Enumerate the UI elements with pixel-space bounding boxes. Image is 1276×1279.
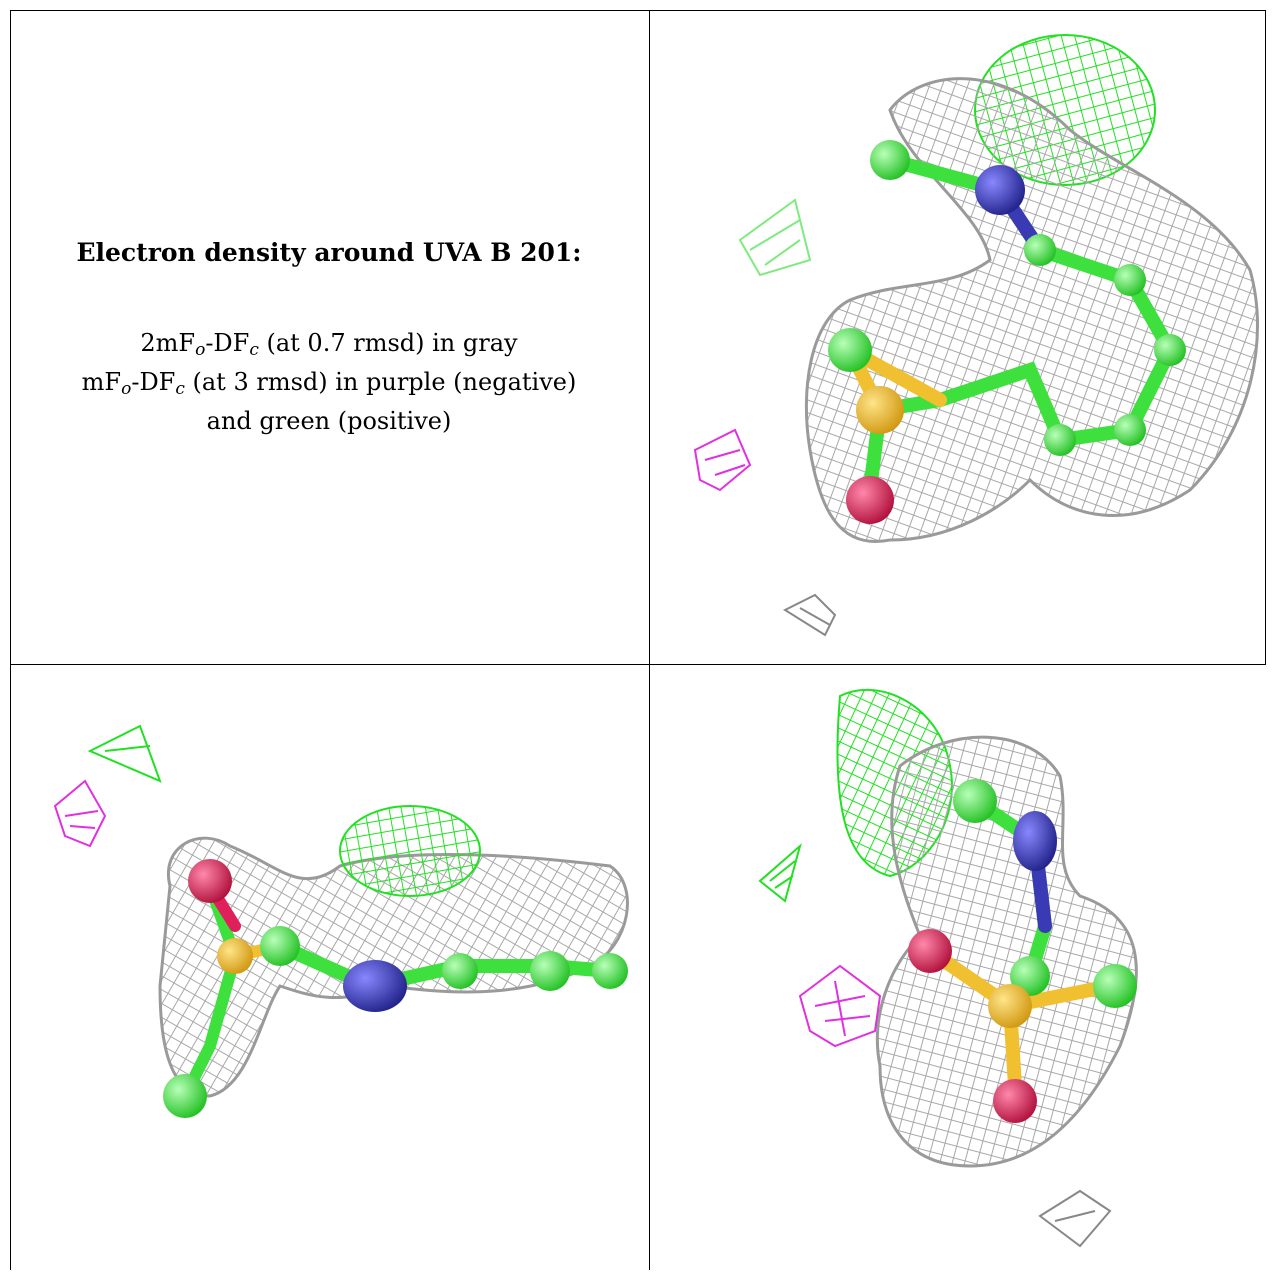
caption-line-1: 2mFo-DFc (at 0.7 rmsd) in gray [140, 328, 518, 360]
small-positive-mesh [87, 724, 162, 783]
density-view-1-canvas [693, 34, 1259, 637]
caption-title: Electron density around UVA B 201: [76, 237, 582, 267]
ligand-sticks [828, 140, 1186, 524]
figure-table: Electron density around UVA B 201: 2mFo-… [10, 10, 1266, 1270]
small-negative-mesh [798, 964, 882, 1048]
small-gray-mesh [782, 593, 837, 637]
density-view-3 [650, 666, 1266, 1270]
caption-cell: Electron density around UVA B 201: 2mFo-… [10, 10, 648, 664]
small-positive-mesh [758, 843, 802, 903]
table-border-top [10, 10, 1266, 11]
table-border-left [10, 10, 11, 1270]
ligand-sticks [908, 779, 1137, 1123]
caption-line-2: mFo-DFc (at 3 rmsd) in purple (negative) [81, 367, 577, 399]
density-view-1 [650, 10, 1266, 664]
density-view-3-canvas [758, 688, 1138, 1248]
ligand-sticks [163, 859, 628, 1118]
small-negative-mesh [693, 428, 752, 492]
positive-density-blob [339, 805, 481, 897]
table-border-right [1265, 10, 1266, 664]
density-view-2-canvas [53, 724, 629, 1118]
table-divider-center [649, 10, 650, 1270]
small-positive-mesh [738, 198, 812, 277]
caption-line-3: and green (positive) [206, 406, 452, 435]
density-view-2 [10, 666, 648, 1270]
small-negative-mesh [53, 779, 107, 848]
table-divider-middle [10, 664, 1266, 665]
small-gray-mesh [1038, 1189, 1112, 1248]
